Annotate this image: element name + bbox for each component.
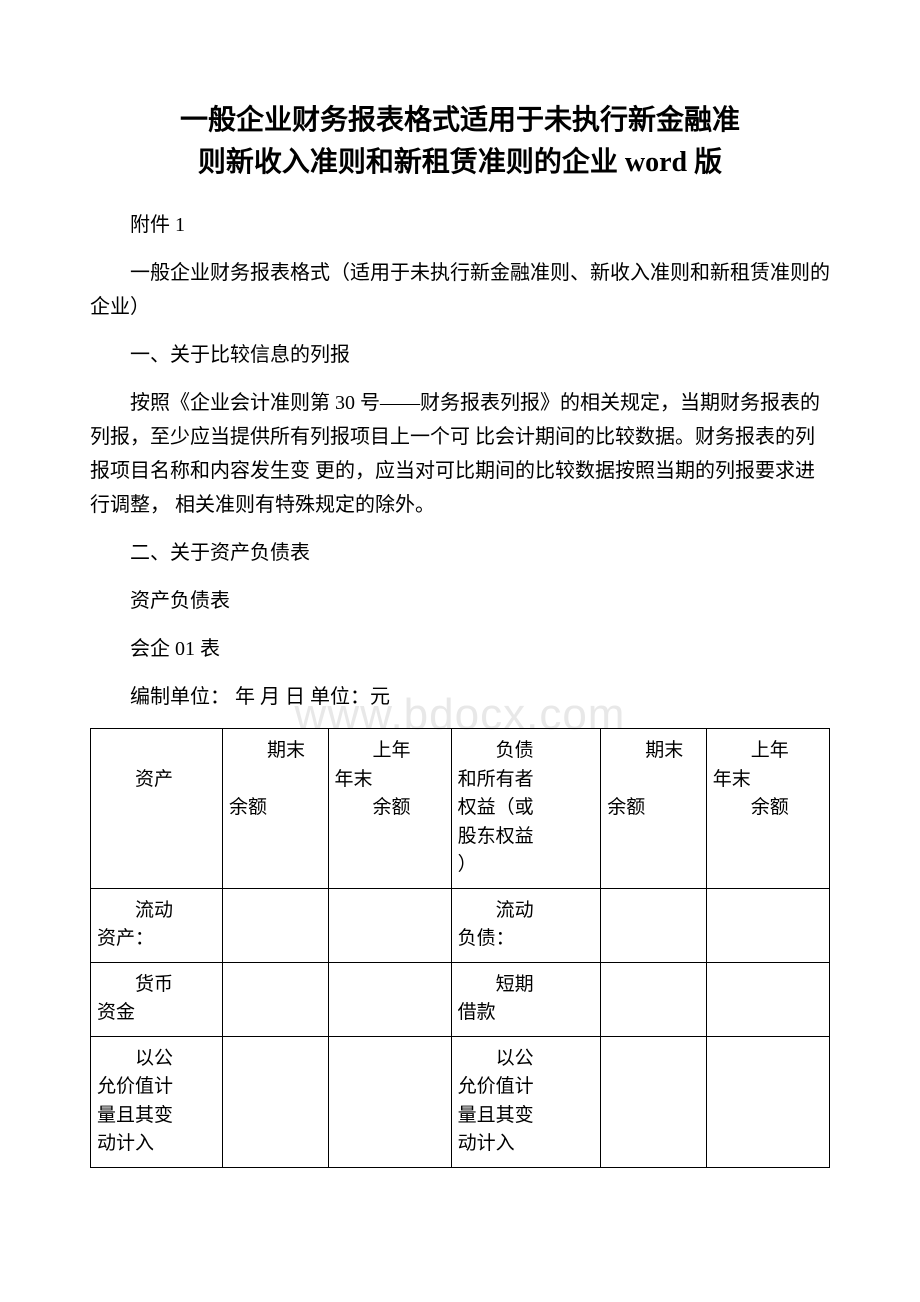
cell-empty <box>222 888 328 962</box>
cell-empty <box>328 888 451 962</box>
title-line-2: 则新收入准则和新租赁准则的企业 word 版 <box>198 147 722 178</box>
header-asset: 资产 <box>91 729 223 889</box>
cell-asset: 以公 允价值计 量且其变 动计入 <box>91 1036 223 1167</box>
header-end-balance-2: 期末 余额 <box>601 729 707 889</box>
cell-empty <box>706 888 829 962</box>
form-code: 会企 01 表 <box>90 632 830 666</box>
cell-empty <box>601 962 707 1036</box>
subtitle-paragraph: 一般企业财务报表格式（适用于未执行新金融准则、新收入准则和新租赁准则的企业） <box>90 256 830 324</box>
form-header: 编制单位： 年 月 日 单位：元 <box>90 680 830 714</box>
section1-body: 按照《企业会计准则第 30 号——财务报表列报》的相关规定，当期财务报表的列报，… <box>90 386 830 522</box>
balance-sheet-table: 资产 期末 余额 上年 年末 余额 负债 和所有者 权益（或 股东权益 ） 期末 <box>90 728 830 1168</box>
document-title: 一般企业财务报表格式适用于未执行新金融准 则新收入准则和新租赁准则的企业 wor… <box>90 100 830 184</box>
table-row: 货币 资金 短期 借款 <box>91 962 830 1036</box>
cell-empty <box>328 962 451 1036</box>
header-liability: 负债 和所有者 权益（或 股东权益 ） <box>451 729 601 889</box>
cell-asset: 货币 资金 <box>91 962 223 1036</box>
cell-empty <box>328 1036 451 1167</box>
balance-sheet-label: 资产负债表 <box>90 584 830 618</box>
section2-title: 二、关于资产负债表 <box>90 536 830 570</box>
cell-empty <box>706 1036 829 1167</box>
document-content: 一般企业财务报表格式适用于未执行新金融准 则新收入准则和新租赁准则的企业 wor… <box>90 100 830 1168</box>
table-row: 流动 资产： 流动 负债： <box>91 888 830 962</box>
cell-empty <box>222 962 328 1036</box>
cell-liability: 以公 允价值计 量且其变 动计入 <box>451 1036 601 1167</box>
attachment-label: 附件 1 <box>90 208 830 242</box>
cell-empty <box>601 1036 707 1167</box>
cell-liability: 流动 负债： <box>451 888 601 962</box>
header-prev-year-2: 上年 年末 余额 <box>706 729 829 889</box>
table-row: 以公 允价值计 量且其变 动计入 以公 允价值计 量且其变 动计入 <box>91 1036 830 1167</box>
cell-empty <box>222 1036 328 1167</box>
table-header-row: 资产 期末 余额 上年 年末 余额 负债 和所有者 权益（或 股东权益 ） 期末 <box>91 729 830 889</box>
section1-title: 一、关于比较信息的列报 <box>90 338 830 372</box>
cell-empty <box>601 888 707 962</box>
cell-asset: 流动 资产： <box>91 888 223 962</box>
cell-empty <box>706 962 829 1036</box>
title-line-1: 一般企业财务报表格式适用于未执行新金融准 <box>180 105 740 136</box>
header-end-balance: 期末 余额 <box>222 729 328 889</box>
cell-liability: 短期 借款 <box>451 962 601 1036</box>
header-prev-year: 上年 年末 余额 <box>328 729 451 889</box>
